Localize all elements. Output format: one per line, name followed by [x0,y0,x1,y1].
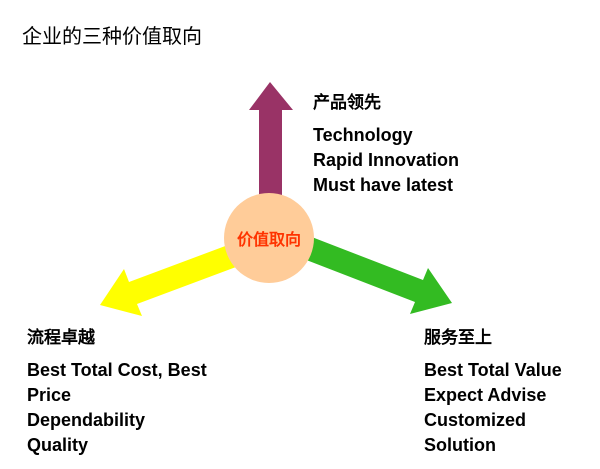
branch-heading: 流程卓越 [27,328,95,347]
branch-operational-excellence: 流程卓越 Best Total Cost, Best Price Dependa… [27,323,207,458]
branch-line: Price [27,385,72,405]
center-circle [224,193,314,283]
branch-line: Solution [424,435,496,455]
branch-line: Must have latest [313,175,454,195]
branch-line: Technology [313,125,413,145]
arrow-lower-right [296,234,452,314]
branch-line: Customized [424,410,527,430]
branch-product-leadership: 产品领先 Technology Rapid Innovation Must ha… [313,88,459,198]
center-label: 价值取向 [236,230,301,249]
arrow-up [249,82,293,200]
branch-heading: 产品领先 [313,93,381,112]
branch-line: Best Total Value [424,360,562,380]
branch-customer-intimacy: 服务至上 Best Total Value Expect Advise Cust… [424,323,562,458]
arrow-lower-left [100,242,244,316]
branch-line: Quality [27,435,89,455]
branch-line: Expect Advise [424,385,547,405]
branch-line: Best Total Cost, Best [27,360,207,380]
branch-heading: 服务至上 [424,328,492,347]
page-title: 企业的三种价值取向 [22,24,202,48]
branch-line: Dependability [27,410,146,430]
branch-line: Rapid Innovation [313,150,459,170]
